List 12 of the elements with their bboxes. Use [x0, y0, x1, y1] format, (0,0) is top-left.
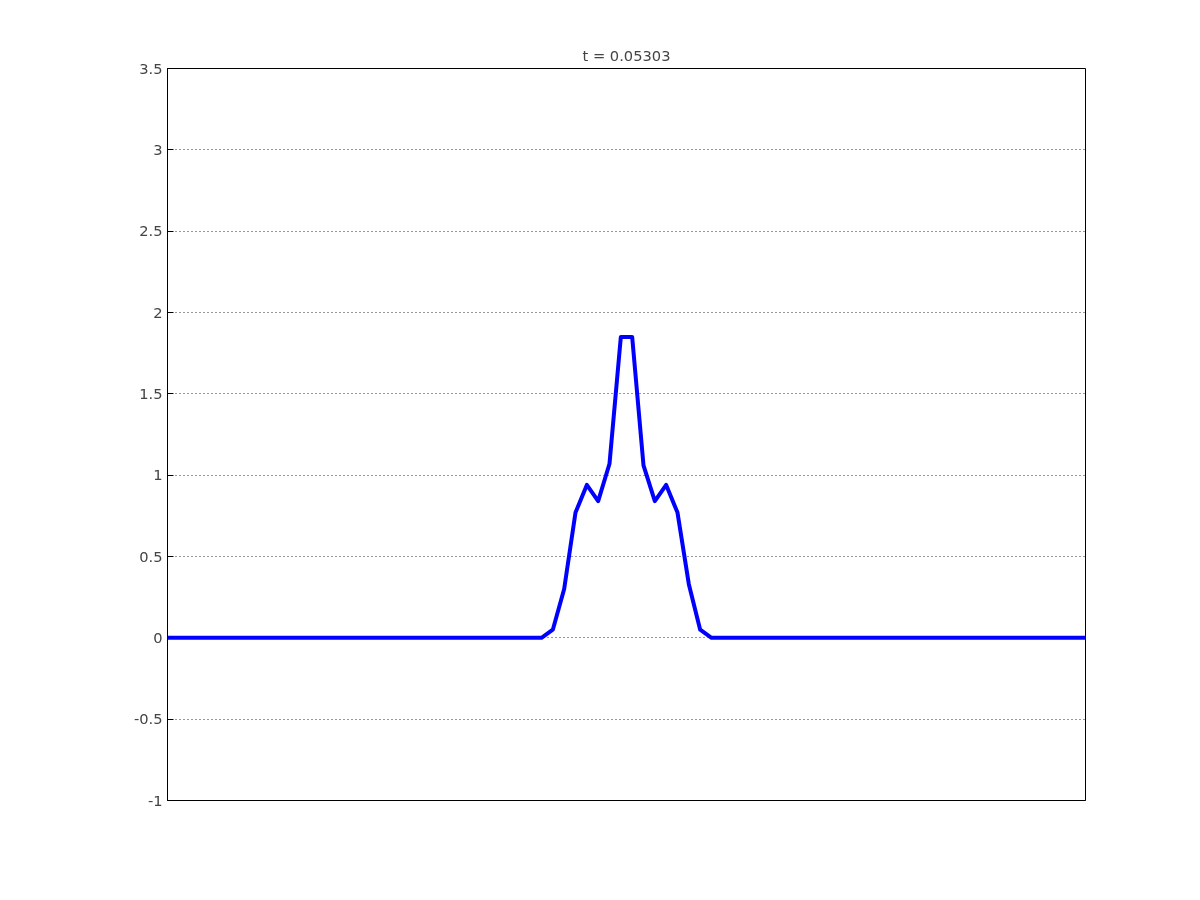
y-tick-label: 3.5 [139, 59, 163, 77]
y-tick-label: 1 [153, 466, 163, 484]
y-tick-label: 3 [153, 140, 163, 158]
y-tick-label: 1.5 [139, 384, 163, 402]
y-tick-label: -0.5 [133, 710, 163, 728]
y-tick-label: -1 [147, 791, 163, 809]
line-series [167, 334, 1086, 640]
y-tick-label: 0 [153, 628, 163, 646]
y-tick-label: 0.5 [139, 547, 163, 565]
chart-title: t = 0.05303 [582, 46, 671, 64]
y-tick-label: 2.5 [139, 222, 163, 240]
y-tick-label: 2 [153, 303, 163, 321]
